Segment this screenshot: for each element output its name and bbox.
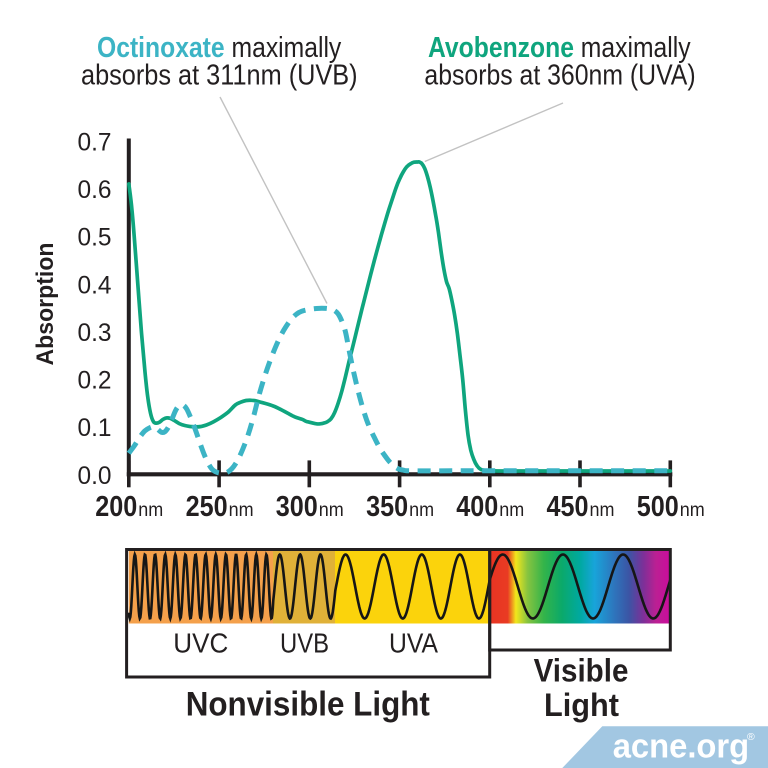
svg-text:nm: nm (319, 500, 344, 521)
svg-text:absorbs at 311nm (UVB): absorbs at 311nm (UVB) (81, 60, 358, 92)
svg-text:UVB: UVB (280, 628, 329, 659)
svg-text:0.2: 0.2 (78, 367, 112, 395)
svg-text:acne.org: acne.org (613, 727, 750, 765)
svg-text:450: 450 (547, 491, 589, 523)
svg-text:350: 350 (366, 491, 408, 523)
svg-text:0.6: 0.6 (78, 176, 112, 204)
svg-text:0.4: 0.4 (78, 271, 112, 299)
svg-text:Light: Light (544, 687, 619, 723)
svg-text:nm: nm (138, 500, 163, 521)
svg-text:®: ® (747, 731, 755, 743)
svg-text:nm: nm (409, 500, 434, 521)
svg-text:nm: nm (680, 500, 705, 521)
svg-text:0.1: 0.1 (78, 414, 112, 442)
svg-text:nm: nm (499, 500, 524, 521)
svg-text:UVC: UVC (173, 628, 228, 659)
svg-text:200: 200 (95, 491, 137, 523)
svg-text:Avobenzone maximally: Avobenzone maximally (428, 32, 691, 64)
svg-text:Nonvisible Light: Nonvisible Light (186, 686, 430, 724)
svg-text:Visible: Visible (534, 653, 629, 689)
svg-text:UVA: UVA (389, 628, 439, 659)
svg-text:nm: nm (229, 500, 254, 521)
svg-text:300: 300 (276, 491, 318, 523)
svg-text:Absorption: Absorption (32, 243, 59, 366)
svg-text:500: 500 (637, 491, 679, 523)
svg-text:Octinoxate maximally: Octinoxate maximally (97, 32, 342, 64)
svg-text:0.5: 0.5 (78, 224, 112, 252)
svg-text:400: 400 (456, 491, 498, 523)
svg-text:absorbs at 360nm (UVA): absorbs at 360nm (UVA) (424, 60, 695, 92)
svg-text:0.7: 0.7 (78, 128, 112, 156)
svg-text:0.3: 0.3 (78, 319, 112, 347)
svg-text:250: 250 (186, 491, 228, 523)
svg-text:nm: nm (590, 500, 615, 521)
svg-text:0.0: 0.0 (78, 462, 112, 490)
